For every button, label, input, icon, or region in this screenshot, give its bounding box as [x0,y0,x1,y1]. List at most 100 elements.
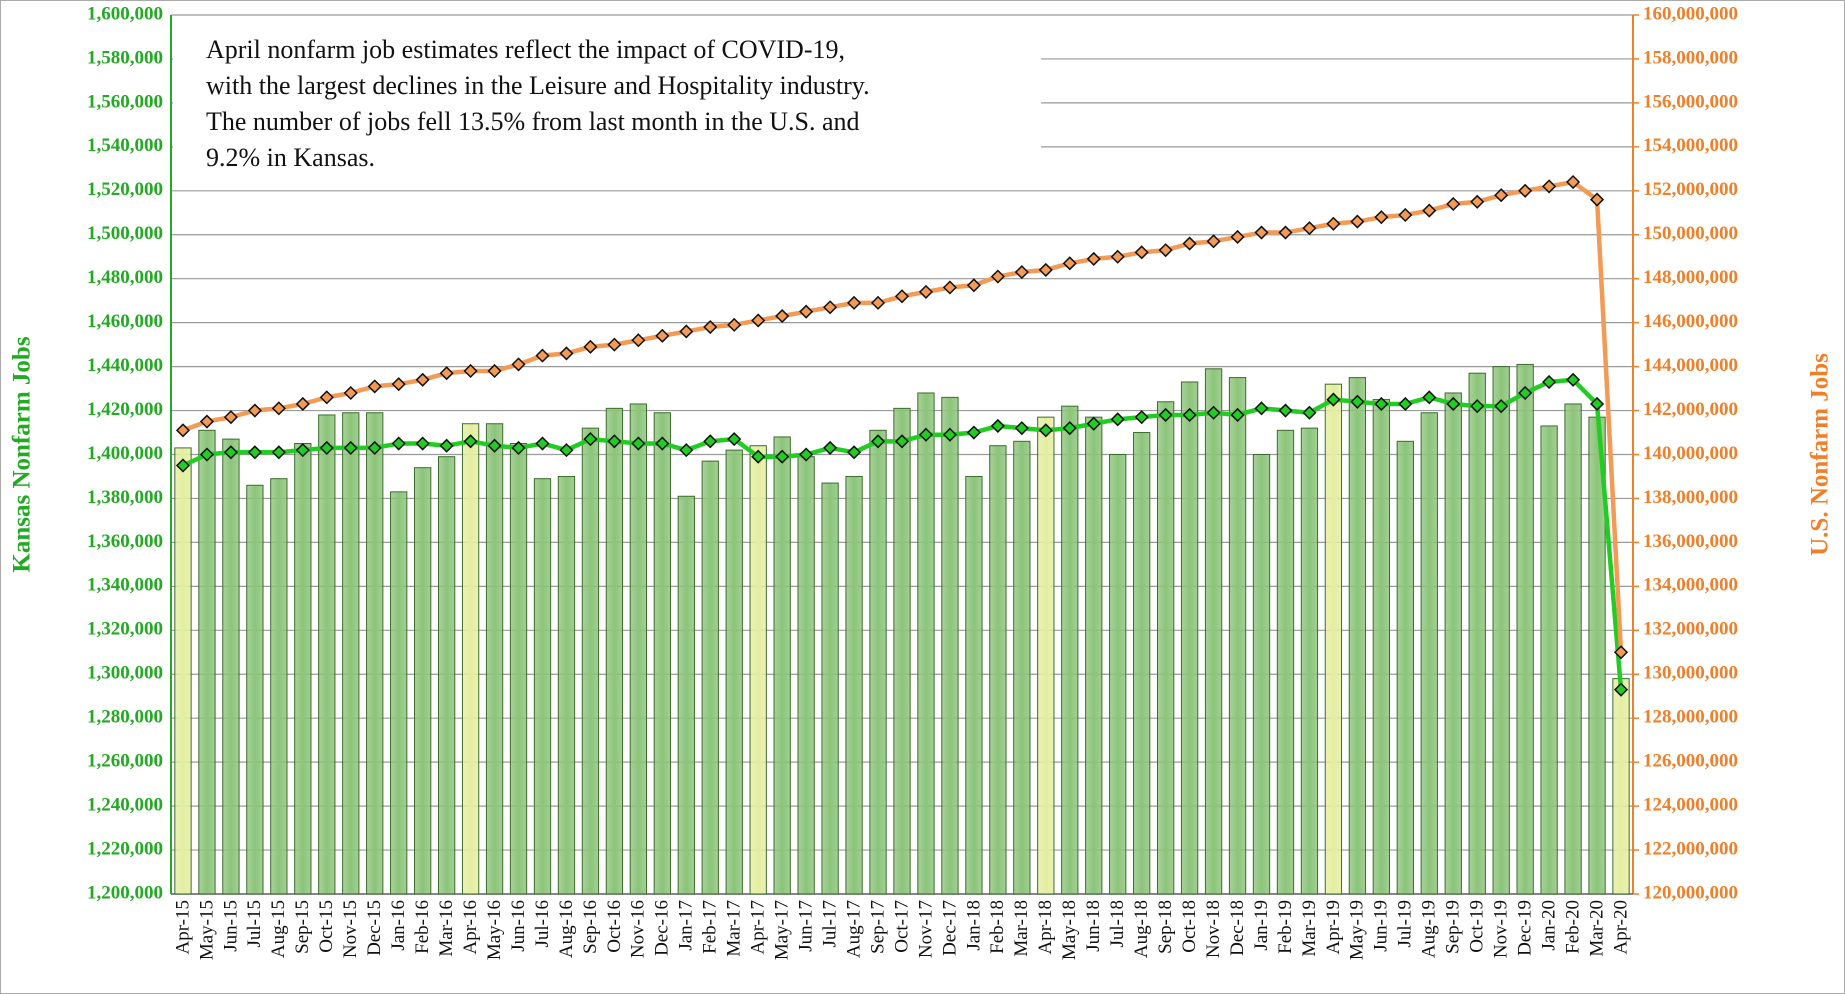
marker [1446,196,1461,212]
bar [629,403,648,895]
marker [942,427,957,442]
bar [869,429,887,895]
x-tick-label: Jan-17 [676,900,697,951]
bar [1444,392,1462,895]
x-tick-label: Feb-20 [1562,900,1583,954]
y2-tick-label: 132,000,000 [1643,619,1738,640]
x-tick-label: Dec-18 [1227,900,1248,956]
marker [679,443,694,458]
bar [749,445,767,895]
bar [270,478,288,895]
marker [1518,385,1533,401]
marker [199,447,215,462]
marker [1542,374,1557,390]
y-tick-label: 1,560,000 [87,91,163,112]
bar [437,456,456,895]
x-tick-label: Sep-17 [867,900,888,954]
x-tick-label: Feb-19 [1275,900,1296,954]
bar [653,412,671,895]
marker [319,390,334,405]
marker [271,401,286,416]
marker [1254,225,1269,240]
y2-tick-label: 140,000,000 [1643,443,1738,464]
x-tick-label: Nov-16 [628,900,649,958]
y2-tick-label: 156,000,000 [1643,91,1738,112]
bar [1109,454,1127,895]
x-tick-label: Jun-15 [220,900,241,952]
x-tick-label: Jun-19 [1371,900,1392,952]
marker [1230,229,1245,245]
marker [1470,399,1485,414]
marker [1566,174,1581,190]
x-tick-label: Apr-15 [172,900,193,955]
x-tick-label: Apr-18 [1035,900,1056,955]
marker [1494,188,1509,203]
bar [1324,383,1343,895]
marker [343,385,358,401]
y-tick-label: 1,540,000 [87,135,163,156]
y-tick-label: 1,520,000 [87,179,163,200]
marker [1566,372,1581,387]
marker [1182,407,1197,423]
x-tick-label: Mar-18 [1011,900,1032,957]
marker [1589,396,1605,412]
bar [677,495,695,895]
bar [1564,403,1582,895]
bar [917,392,935,895]
y2-tick-label: 152,000,000 [1643,179,1738,200]
x-tick-label: Mar-17 [724,900,745,957]
bar [485,423,504,895]
marker [1398,207,1413,223]
x-tick-label: Jan-19 [1251,900,1272,951]
marker [1446,396,1461,412]
marker [1014,265,1029,280]
marker [655,436,670,451]
y2-tick-label: 136,000,000 [1643,531,1738,552]
marker [966,425,981,440]
marker [463,363,478,379]
marker [367,440,382,455]
bar [1061,405,1079,895]
x-tick-label: Jan-18 [963,900,984,951]
bar [1372,399,1390,895]
marker [847,445,862,460]
marker [918,284,934,299]
x-tick-label: Nov-17 [915,900,936,958]
bar [1540,425,1558,895]
marker [727,432,742,447]
bar [342,412,360,895]
y2-axis-label: U.S. Nonfarm Jobs [1807,353,1834,556]
x-tick-label: Aug-19 [1419,900,1440,958]
bar [461,423,480,895]
marker [966,278,981,293]
marker [1230,407,1245,423]
marker [990,418,1005,433]
marker [1254,401,1269,416]
y-tick-label: 1,220,000 [87,838,163,859]
marker [535,348,550,363]
x-tick-label: Mar-19 [1299,900,1320,957]
marker [1086,251,1101,266]
y-tick-label: 1,340,000 [87,575,163,596]
marker [1110,412,1125,427]
y2-tick-label: 144,000,000 [1643,355,1738,376]
x-tick-label: Mar-20 [1586,900,1607,957]
bar [1228,377,1247,895]
x-tick-label: May-18 [1059,900,1080,960]
marker [487,363,502,379]
marker [559,443,574,458]
marker [247,403,262,418]
y2-tick-label: 128,000,000 [1643,707,1738,728]
bar [893,407,911,895]
marker [1470,194,1485,209]
y-tick-label: 1,580,000 [87,47,163,68]
annotation-line: The number of jobs fell 13.5% from last … [206,107,860,136]
marker [870,434,886,449]
x-tick-label: Jul-16 [532,900,553,948]
bar [246,484,264,895]
marker [319,440,334,455]
marker [799,304,814,319]
x-tick-label: Dec-17 [939,900,960,956]
x-tick-label: Oct-15 [316,900,337,953]
marker [1278,403,1293,418]
